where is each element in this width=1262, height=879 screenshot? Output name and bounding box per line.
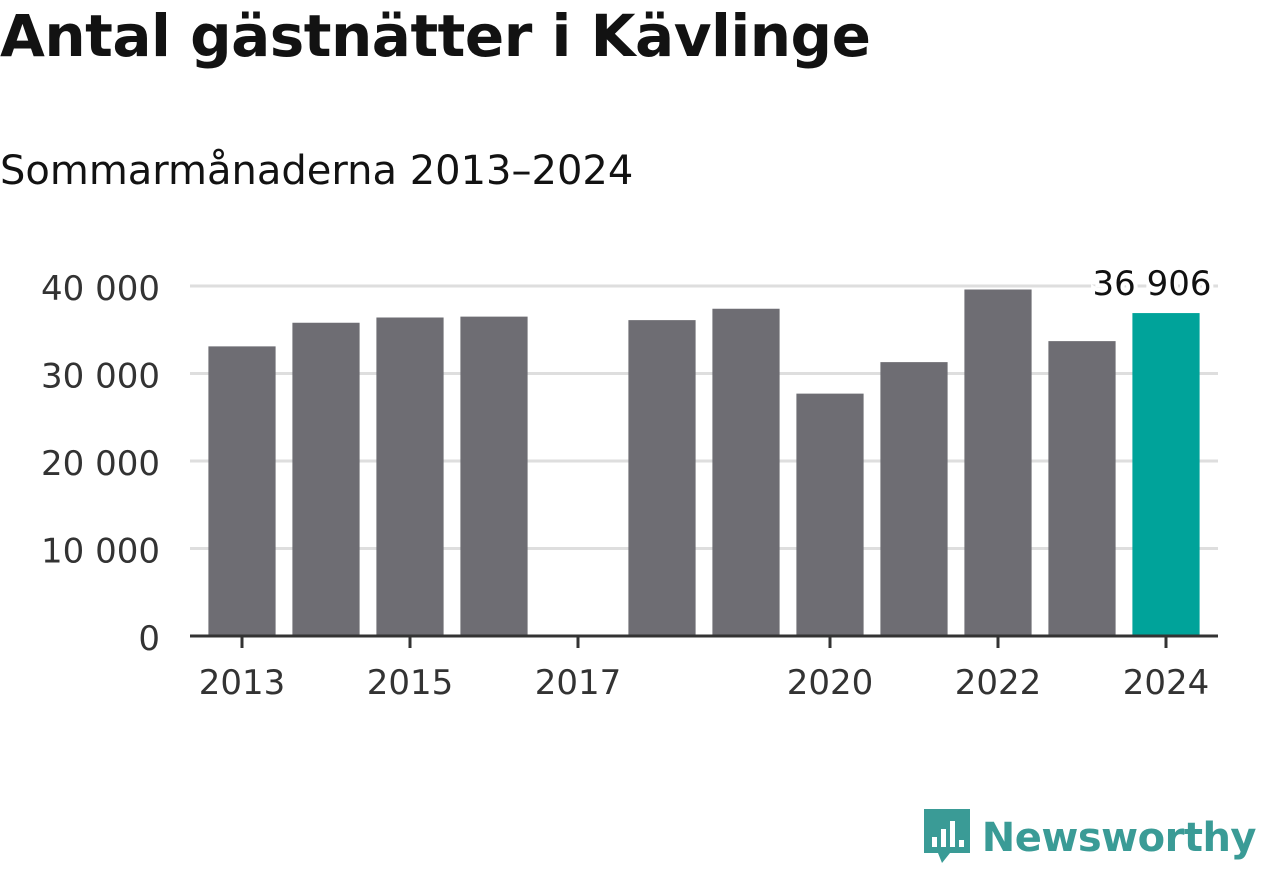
y-tick-label: 0 <box>138 619 160 659</box>
y-tick-label: 40 000 <box>41 269 160 309</box>
y-tick-label: 30 000 <box>41 357 160 397</box>
bar <box>628 320 696 636</box>
data-labels: 36 906 <box>1089 260 1216 308</box>
x-tick-label: 2020 <box>787 663 874 703</box>
bar-chart-speech-bubble-icon <box>922 807 972 869</box>
bar <box>964 289 1032 636</box>
x-tick-label: 2022 <box>955 663 1042 703</box>
y-tick-label: 10 000 <box>41 532 160 572</box>
bar <box>376 317 444 636</box>
brand-logo: Newsworthy <box>922 807 1257 869</box>
x-tick-label: 2015 <box>367 663 454 703</box>
data-label-2024: 36 906 <box>1093 264 1212 304</box>
bar <box>208 346 276 636</box>
bar <box>292 322 360 636</box>
brand-name: Newsworthy <box>981 815 1257 861</box>
chart-subtitle: Sommarmånaderna 2013–2024 <box>0 148 634 194</box>
x-tick-label: 2017 <box>535 663 622 703</box>
bar <box>796 393 864 636</box>
y-tick-label: 20 000 <box>41 444 160 484</box>
bar <box>1048 341 1116 636</box>
bars <box>208 289 1200 636</box>
chart-title: Antal gästnätter i Kävlinge <box>0 2 871 70</box>
bar <box>460 316 528 636</box>
y-axis-ticks: 0 10 000 20 000 30 000 40 000 <box>41 269 160 659</box>
x-tick-label: 2013 <box>199 663 286 703</box>
gridlines <box>190 284 1218 550</box>
bar <box>1132 313 1200 636</box>
x-tick-label: 2024 <box>1123 663 1210 703</box>
x-axis: 2013 2015 2017 2020 2022 2024 <box>190 634 1218 703</box>
bar <box>712 308 780 636</box>
bar <box>880 362 948 636</box>
